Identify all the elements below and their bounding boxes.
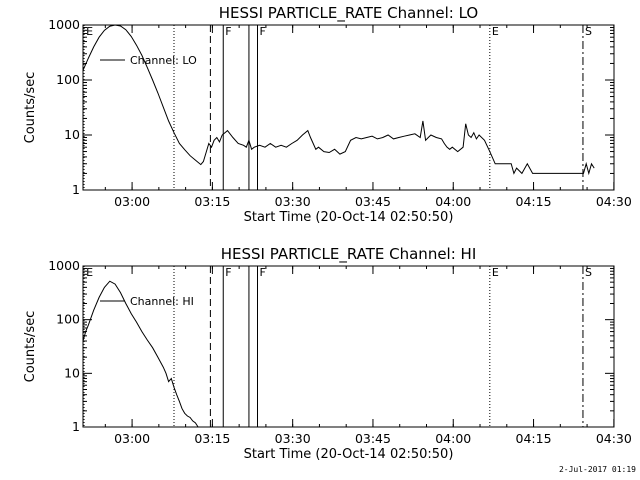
x-tick-label: 04:00 [435,194,471,209]
x-tick-label: 03:00 [114,431,150,446]
x-tick-label: 03:30 [275,194,311,209]
plot-frame [82,265,615,428]
x-axis-label: Start Time (20-Oct-14 02:50:50) [244,210,454,225]
chart-title: HESSI PARTICLE_RATE Channel: HI [221,245,477,264]
y-tick-label: 100 [56,312,80,327]
y-tick-label: 10 [64,127,80,142]
event-marker-label: F [260,25,266,38]
x-tick-label: 04:15 [516,194,552,209]
x-tick-label: 03:45 [355,431,391,446]
y-axis-label: Counts/sec [23,311,38,383]
x-tick-label: 03:15 [194,194,230,209]
chart-panel-2: HESSI PARTICLE_RATE Channel: HI 03:00 03:1… [23,245,632,462]
chart-panel-1: HESSI PARTICLE_RATE Channel: LO 03:00 03:1… [23,4,632,225]
x-tick-label: 03:00 [114,194,150,209]
legend-label: Channel: LO [130,54,197,67]
x-tick-label: 04:15 [516,431,552,446]
y-tick-label: 1000 [48,17,80,32]
y-tick-label: 10 [64,365,80,380]
y-tick-label: 1 [72,419,80,434]
y-tick-label: 1000 [48,258,80,273]
series-line [82,280,199,428]
x-axis-label: Start Time (20-Oct-14 02:50:50) [244,447,454,462]
event-marker-label: E [86,25,93,38]
legend-label: Channel: HI [130,295,194,308]
x-tick-label: 03:45 [355,194,391,209]
x-tick-label: 03:15 [194,431,230,446]
series-line [82,24,595,176]
event-marker-label: F [260,266,266,279]
event-marker-label: E [86,266,93,279]
event-marker-label: F [225,25,231,38]
date-stamp: 2-Jul-2017 01:19 [559,465,636,474]
event-marker-label: F [225,266,231,279]
x-tick-label: 04:30 [596,194,632,209]
chart-title: HESSI PARTICLE_RATE Channel: LO [219,4,478,23]
y-tick-label: 1 [72,182,80,197]
x-tick-label: 03:30 [275,431,311,446]
event-marker-label: E [492,25,499,38]
y-tick-label: 100 [56,72,80,87]
y-axis-label: Counts/sec [23,72,38,144]
event-marker-label: S [585,266,592,279]
event-marker-label: E [492,266,499,279]
x-tick-label: 04:00 [435,431,471,446]
x-tick-label: 04:30 [596,431,632,446]
plot-frame [82,24,615,191]
event-marker-label: S [585,25,592,38]
